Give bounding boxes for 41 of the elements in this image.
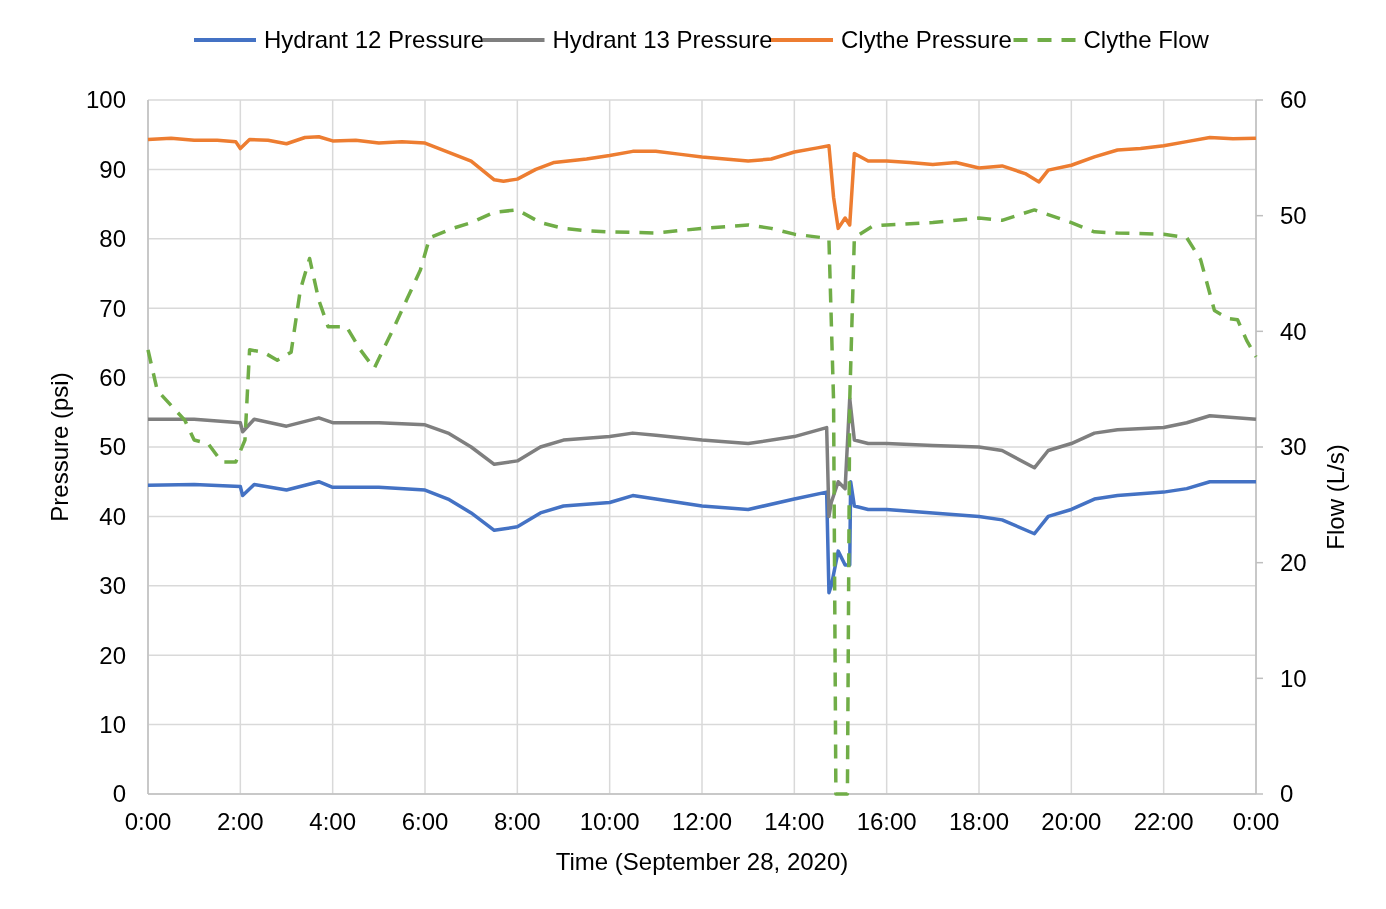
- x-axis-title: Time (September 28, 2020): [555, 848, 849, 875]
- y-tick-label: 60: [99, 364, 126, 391]
- legend-label: Hydrant 12 Pressure: [264, 26, 485, 53]
- y2-axis-title: Flow (L/s): [1322, 444, 1349, 550]
- y-tick-label: 10: [99, 711, 126, 738]
- y-tick-label: 70: [99, 294, 126, 322]
- x-tick-label: 16:00: [856, 808, 917, 835]
- y-tick-label: 40: [99, 502, 126, 530]
- x-tick-label: 0:00: [1232, 808, 1280, 835]
- y-tick-label: 0: [112, 780, 126, 808]
- y2-tick-label: 30: [1280, 433, 1307, 461]
- x-tick-label: 4:00: [309, 808, 357, 835]
- y2-tick-label: 20: [1280, 549, 1307, 577]
- line-series: [146, 479, 1258, 595]
- legend-label: Clythe Flow: [1083, 26, 1210, 53]
- x-tick-label: 6:00: [401, 808, 449, 835]
- x-tick-label: 18:00: [948, 808, 1010, 835]
- line-series: [146, 135, 1258, 231]
- x-tick-label: 0:00: [124, 808, 172, 835]
- y-tick-label: 90: [99, 155, 126, 183]
- y-tick-label: 100: [85, 86, 126, 114]
- y-tick-label: 20: [99, 641, 126, 669]
- y-tick-label: 80: [99, 225, 126, 253]
- y-tick-label: 50: [99, 433, 126, 461]
- y2-tick-label: 0: [1280, 780, 1294, 808]
- y-tick-label: 30: [99, 572, 126, 600]
- y2-tick-label: 60: [1280, 86, 1307, 114]
- y2-tick-label: 40: [1280, 317, 1307, 345]
- x-tick-label: 20:00: [1041, 808, 1102, 835]
- x-tick-label: 12:00: [671, 808, 733, 835]
- x-tick-label: 14:00: [764, 808, 825, 835]
- legend-label: Clythe Pressure: [841, 26, 1012, 53]
- y-axis-title: Pressure (psi): [46, 372, 73, 522]
- x-tick-label: 2:00: [216, 808, 264, 835]
- x-tick-label: 8:00: [493, 808, 541, 835]
- y2-tick-label: 10: [1280, 664, 1307, 692]
- line-series: [146, 396, 1258, 519]
- x-tick-label: 10:00: [579, 808, 640, 835]
- legend-label: Hydrant 13 Pressure: [552, 26, 773, 53]
- y2-tick-label: 50: [1280, 202, 1307, 230]
- x-tick-label: 22:00: [1133, 808, 1194, 835]
